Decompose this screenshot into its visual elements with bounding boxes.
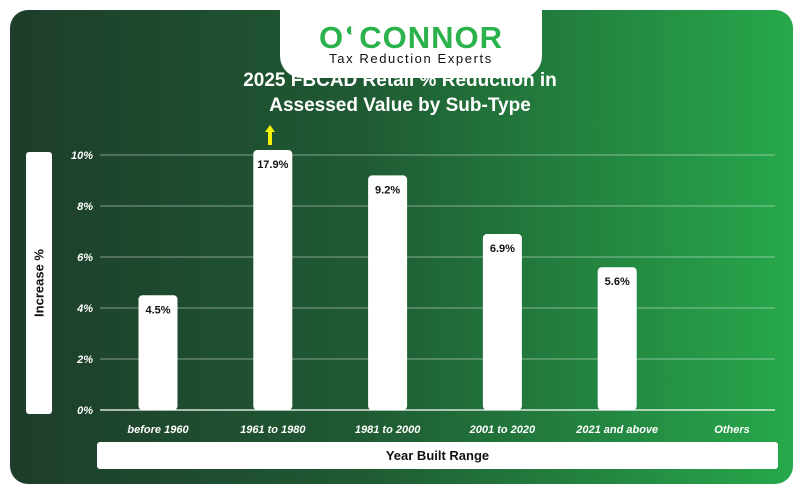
bar-data-label: 4.5% [145,304,170,316]
x-tick-label: Others [714,424,749,436]
brand-tagline: Tax Reduction Experts [329,51,493,66]
bar [253,150,293,410]
x-axis-label-panel [97,442,778,469]
chart-title-line-2: Assessed Value by Sub-Type [269,95,531,116]
y-axis-label-panel [26,152,52,414]
y-tick-label: 6% [77,252,93,264]
y-tick-label: 10% [71,150,93,162]
x-tick-label: 1961 to 1980 [240,424,306,436]
brand-name-right: CONNOR [359,20,503,55]
bar-data-label: 6.9% [490,243,515,255]
brand-logo: O◐CONNOR [280,19,542,56]
x-axis-label: Year Built Range [385,448,490,463]
y-tick-label: 2% [76,354,93,366]
y-tick-label: 4% [76,303,93,315]
bar-data-label: 17.9% [257,159,288,171]
y-tick-label: 0% [77,405,93,417]
bar-data-label: 5.6% [605,276,630,288]
logo-mark-icon: ◐ [345,19,359,41]
truncated-bar-arrow-icon [265,125,275,145]
bar [482,234,522,410]
y-tick-label: 8% [77,201,93,213]
x-tick-label: 2001 to 2020 [469,424,536,436]
bar [138,295,178,410]
bar [368,175,408,410]
x-tick-label: before 1960 [127,424,189,436]
chart-title: 2025 FBCAD Retail % Reduction in Assesse… [160,68,640,118]
logo-tab: O◐CONNOR Tax Reduction Experts [280,10,542,78]
bar-data-label: 9.2% [375,184,400,196]
chart-title-line-1: 2025 FBCAD Retail % Reduction in [243,70,557,91]
bar [597,267,637,410]
brand-name-left: O [319,20,345,55]
x-tick-label: 1981 to 2000 [355,424,421,436]
x-tick-label: 2021 and above [575,424,658,436]
